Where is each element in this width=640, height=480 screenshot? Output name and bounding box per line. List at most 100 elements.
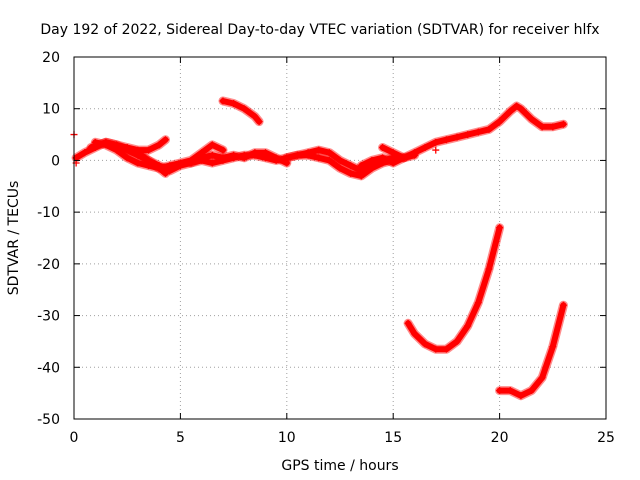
x-tick-labels: 0 5 10 15 20 25 <box>70 430 615 446</box>
y-tick-labels: -50 -40 -30 -20 -10 0 10 20 <box>37 50 60 428</box>
series-halo <box>403 223 505 354</box>
data-point <box>293 151 301 159</box>
data-point <box>134 159 142 167</box>
data-point <box>442 345 450 353</box>
data-point <box>155 162 163 170</box>
data-point <box>208 159 216 167</box>
data-point <box>347 162 355 170</box>
series-halo <box>218 96 264 127</box>
data-point <box>162 136 170 144</box>
data-point <box>368 156 376 164</box>
data-point <box>379 144 387 151</box>
data-point <box>506 387 514 395</box>
series-band <box>379 144 418 161</box>
data-point <box>559 301 567 309</box>
data-point <box>155 141 163 149</box>
series-halo <box>112 143 292 176</box>
x-tick-label: 20 <box>491 430 509 446</box>
data-point <box>538 123 546 131</box>
data-point <box>272 156 280 164</box>
data-point <box>464 131 472 139</box>
series-band <box>405 224 503 353</box>
data-point <box>219 156 227 164</box>
data-point <box>357 172 365 180</box>
data-point <box>432 345 440 353</box>
x-tick-label: 0 <box>70 430 79 446</box>
data-point <box>81 149 89 157</box>
data-point <box>410 330 418 338</box>
data-point <box>144 156 152 164</box>
data-point <box>474 128 482 136</box>
data-series <box>378 143 419 163</box>
data-point <box>304 151 312 159</box>
data-point <box>219 97 227 105</box>
data-point <box>410 151 418 159</box>
data-point <box>400 154 408 162</box>
data-point <box>336 156 344 164</box>
data-point <box>559 120 567 128</box>
data-point <box>549 123 557 131</box>
data-point <box>432 138 440 146</box>
data-point <box>230 154 238 162</box>
data-point <box>166 167 174 175</box>
data-point <box>421 144 429 151</box>
x-tick-label: 5 <box>176 430 185 446</box>
data-point <box>208 141 216 149</box>
data-point <box>528 115 536 123</box>
data-point <box>315 154 323 162</box>
series-halo <box>378 143 419 163</box>
x-axis-label: GPS time / hours <box>281 458 398 474</box>
y-tick-label: -20 <box>37 257 60 273</box>
data-point <box>219 146 227 154</box>
data-point <box>453 133 461 141</box>
data-point <box>506 107 514 115</box>
data-point <box>347 169 355 177</box>
data-point <box>176 162 184 170</box>
data-point <box>102 138 110 146</box>
data-series <box>282 150 398 181</box>
data-point <box>87 144 95 151</box>
plot-frame <box>73 56 607 420</box>
data-point <box>230 100 238 108</box>
y-tick-label: -40 <box>37 360 60 376</box>
data-point <box>368 164 376 172</box>
y-tick-label: 10 <box>42 102 60 118</box>
data-point <box>453 337 461 345</box>
data-point <box>336 164 344 172</box>
data-point <box>389 149 397 157</box>
data-point <box>389 159 397 167</box>
chart-title: Day 192 of 2022, Sidereal Day-to-day VTE… <box>40 22 599 38</box>
data-point <box>240 151 248 159</box>
data-series <box>356 101 568 171</box>
data-point <box>404 319 412 327</box>
data-point <box>513 102 521 110</box>
data-point <box>262 154 270 162</box>
x-tick-label: 15 <box>384 430 402 446</box>
data-point <box>208 151 216 159</box>
y-axis-label: SDTVAR / TECUs <box>6 181 22 296</box>
x-tick-label: 10 <box>278 430 296 446</box>
y-tick-label: -50 <box>37 412 60 428</box>
data-point <box>442 136 450 144</box>
data-series <box>403 223 505 354</box>
data-point <box>251 112 259 120</box>
plot-area <box>70 96 568 401</box>
data-point <box>485 265 493 273</box>
data-series <box>495 300 568 401</box>
data-point <box>198 156 206 164</box>
series-band <box>113 144 290 174</box>
data-series <box>218 96 264 127</box>
data-point <box>134 149 142 157</box>
data-point <box>357 162 365 170</box>
data-point <box>485 125 493 133</box>
data-point <box>517 105 525 113</box>
data-point <box>528 387 536 395</box>
data-point <box>187 159 195 167</box>
data-point <box>315 146 323 154</box>
data-point <box>496 224 504 232</box>
data-point <box>113 144 121 151</box>
data-point <box>283 154 291 162</box>
data-point <box>517 392 525 400</box>
data-point <box>538 374 546 382</box>
